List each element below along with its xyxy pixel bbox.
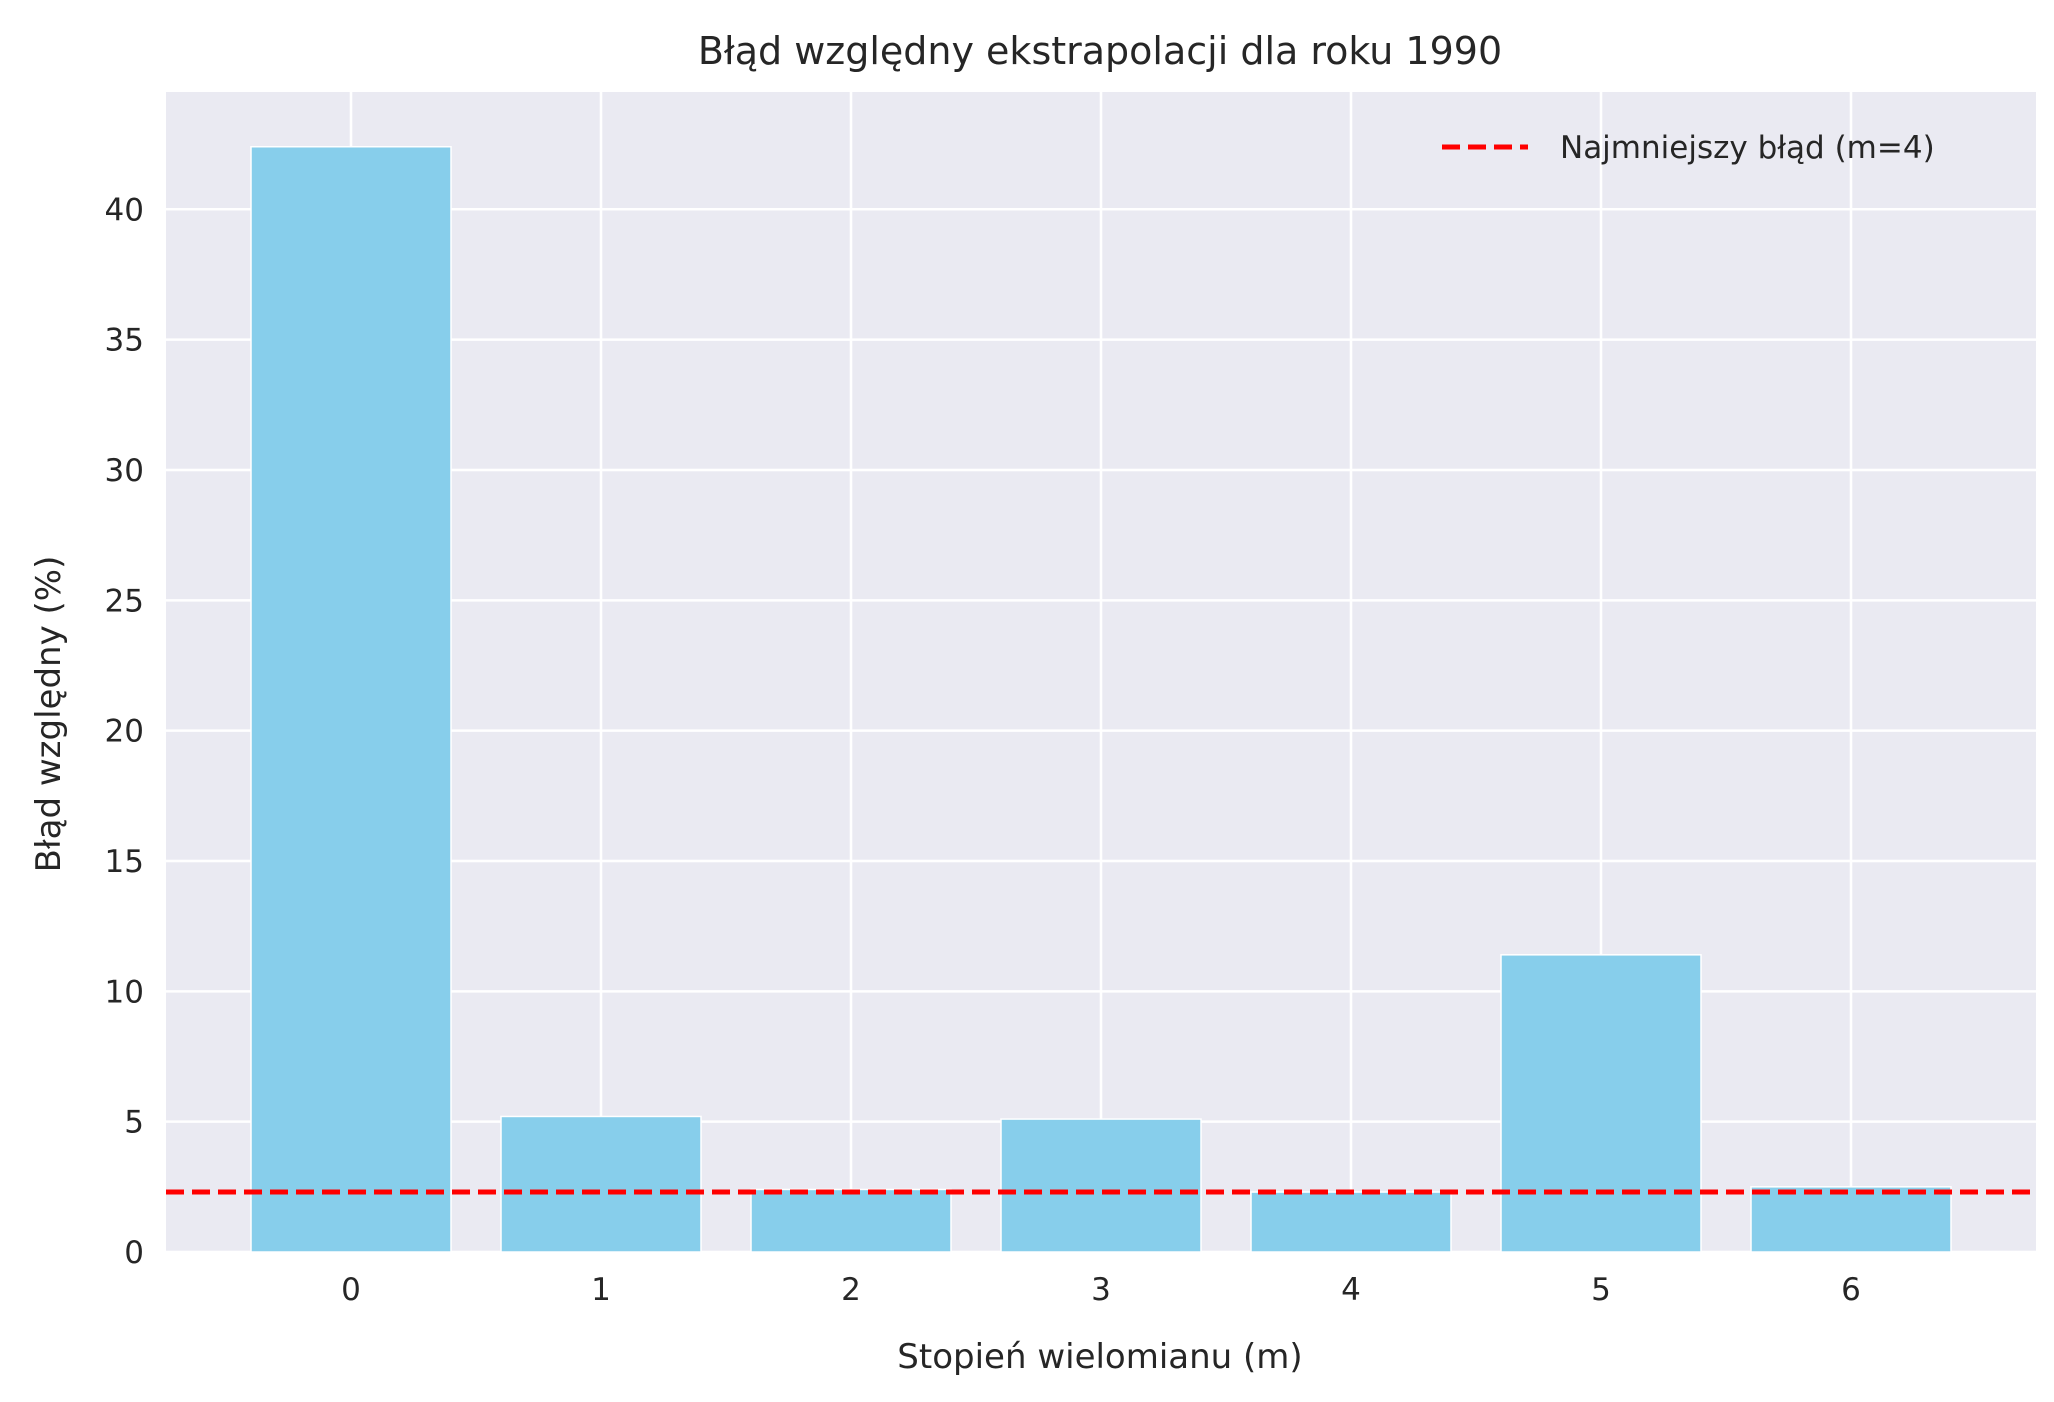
x-tick-label: 1: [591, 1272, 611, 1308]
bar: [500, 1115, 702, 1253]
legend: Najmniejszy błąd (m=4): [1442, 130, 1935, 166]
bar: [1000, 1118, 1202, 1253]
y-tick-label: 35: [105, 323, 144, 359]
y-tick-label: 20: [105, 714, 144, 750]
y-tick-label: 0: [124, 1235, 144, 1271]
legend-label: Najmniejszy błąd (m=4): [1560, 130, 1935, 166]
bar: [1500, 954, 1702, 1253]
bars: [250, 145, 1952, 1253]
y-axis-label: Błąd względny (%): [29, 556, 69, 873]
y-tick-label: 25: [105, 583, 144, 619]
x-tick-label: 0: [341, 1272, 361, 1308]
tick-labels: 0 5 10 15 20 25 30 35 40 0 1 2 3 4 5 6: [105, 192, 1861, 1308]
bar: [250, 145, 452, 1253]
bar: [1750, 1186, 1952, 1253]
x-tick-label: 4: [1341, 1272, 1361, 1308]
x-tick-label: 3: [1091, 1272, 1111, 1308]
bar: [750, 1188, 952, 1253]
y-tick-label: 10: [105, 974, 144, 1010]
chart-title: Błąd względny ekstrapolacji dla roku 199…: [698, 29, 1502, 73]
x-axis-label: Stopień wielomianu (m): [897, 1337, 1302, 1377]
x-tick-label: 5: [1591, 1272, 1611, 1308]
grid-lines: [166, 92, 2036, 1254]
y-tick-label: 15: [105, 844, 144, 880]
bar: [1250, 1191, 1452, 1253]
y-tick-label: 40: [105, 192, 144, 228]
x-tick-label: 6: [1841, 1272, 1861, 1308]
y-tick-label: 30: [105, 453, 144, 489]
y-tick-label: 5: [124, 1105, 144, 1141]
x-tick-label: 2: [841, 1272, 861, 1308]
